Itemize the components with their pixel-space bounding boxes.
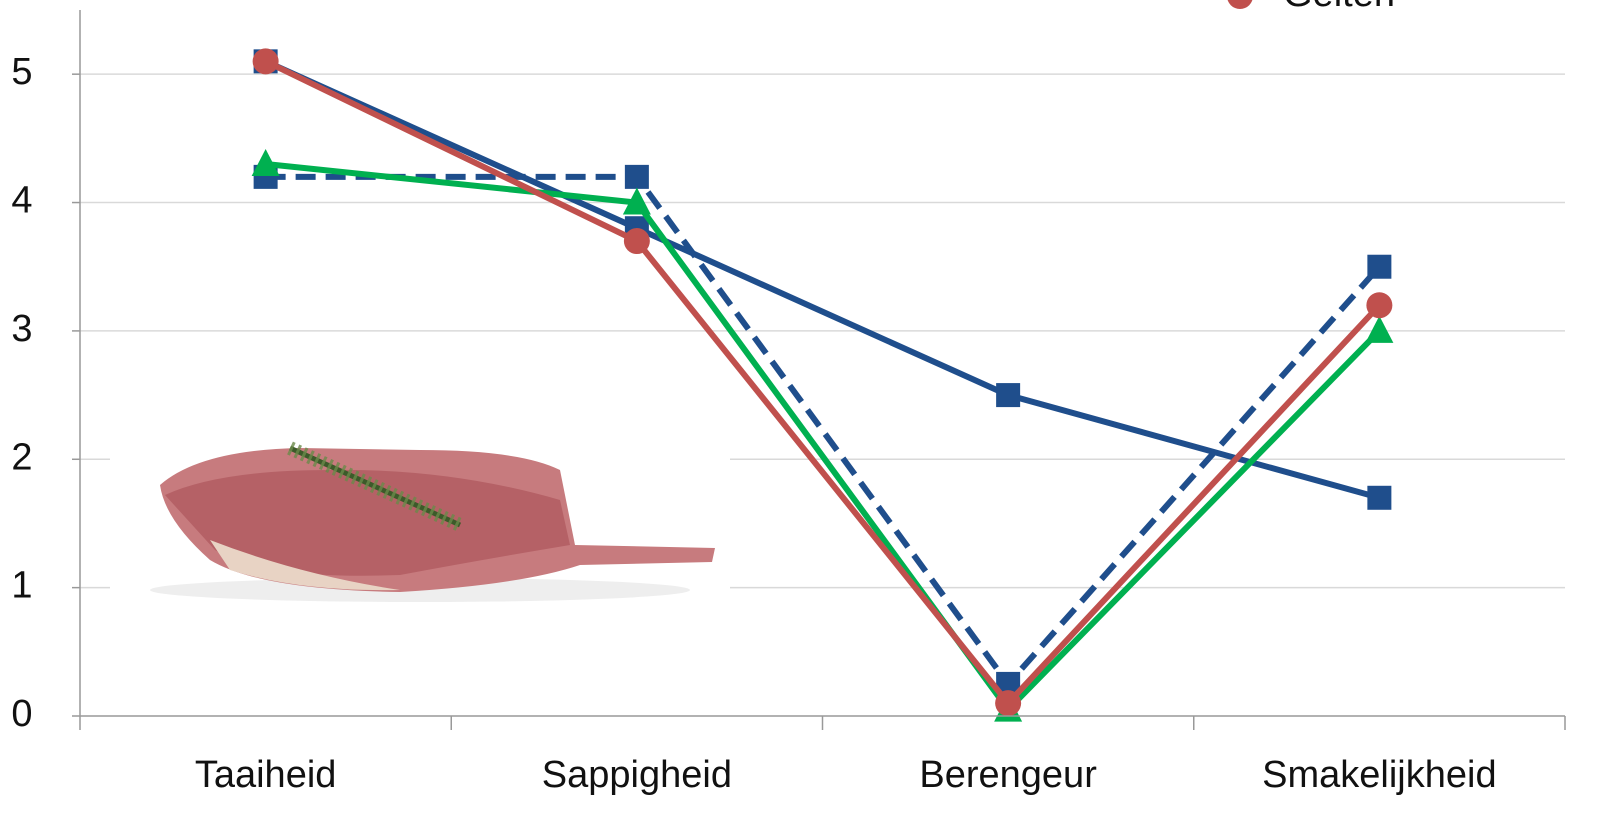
- y-tick-label: 4: [11, 180, 32, 222]
- y-tick-label: 5: [11, 51, 32, 93]
- marker: [624, 164, 649, 189]
- y-tick-label: 0: [11, 693, 32, 735]
- series-line: [265, 173, 1382, 687]
- meat-image: [110, 440, 730, 605]
- marker: [622, 187, 651, 215]
- marker: [1227, 0, 1253, 9]
- plot-area: Gelten: [251, 0, 1395, 722]
- marker: [252, 48, 279, 75]
- grid: [72, 73, 1565, 717]
- x-tick-label: Berengeur: [919, 754, 1097, 796]
- marker: [1366, 292, 1393, 319]
- marker: [1367, 254, 1392, 279]
- series-line: [265, 161, 1382, 713]
- marker: [995, 690, 1022, 717]
- legend-label: Gelten: [1283, 0, 1395, 15]
- marker: [1367, 485, 1392, 510]
- x-tick-label: Smakelijkheid: [1262, 754, 1496, 796]
- marker: [251, 149, 280, 177]
- marker: [1365, 315, 1394, 343]
- marker: [623, 228, 650, 255]
- x-tick-label: Taaiheid: [195, 754, 337, 796]
- y-tick-label: 3: [11, 308, 32, 350]
- marker: [996, 383, 1021, 408]
- y-tick-label: 2: [11, 436, 32, 478]
- y-tick-label: 1: [11, 565, 32, 607]
- x-tick-label: Sappigheid: [542, 754, 732, 796]
- series-line: [264, 58, 1381, 501]
- series-line: [264, 58, 1382, 707]
